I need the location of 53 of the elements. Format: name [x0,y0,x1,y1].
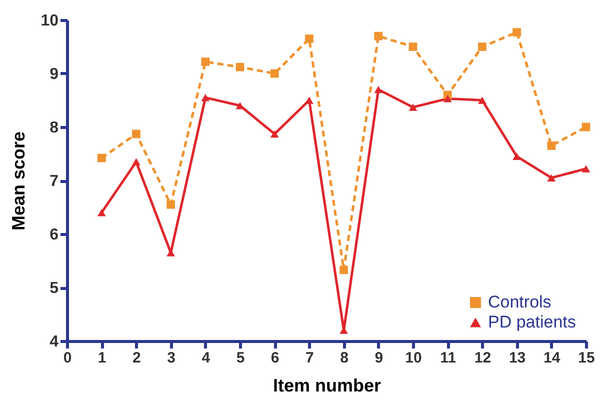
point [512,152,521,160]
x-tick-label: 14 [544,350,561,366]
point [201,58,210,66]
point [340,266,348,274]
point [166,200,175,209]
point [547,174,556,182]
point [478,42,486,51]
y-tick-label: 5 [50,280,59,297]
point [236,62,244,72]
point [270,69,279,78]
x-tick-label: 10 [405,350,422,366]
point [547,142,556,150]
y-tick-label: 7 [50,173,59,190]
point [512,28,521,36]
point [582,122,590,132]
x-tick-label: 13 [508,350,526,366]
point [408,42,418,51]
point [374,86,383,94]
x-tick-label: 8 [340,350,348,366]
y-tick-label: 10 [40,12,59,30]
point [305,96,314,104]
y-tick-label: 8 [50,120,59,136]
legend-label: Controls [488,292,552,312]
point [97,208,106,216]
x-tick-label: 11 [440,350,456,366]
x-tick-label: 2 [132,350,141,366]
point [478,96,486,104]
point [582,165,590,172]
x-tick-label: 5 [236,350,245,366]
point [374,32,383,40]
x-tick-label: 12 [474,350,492,366]
y-tick-label: 6 [50,226,59,244]
x-tick-label: 6 [270,350,280,366]
point [132,158,140,166]
legend-label: PD patients [488,312,576,332]
point [305,34,314,43]
y-tick-label: 9 [50,66,59,83]
x-tick-label: 1 [98,350,106,366]
y-tick-label: 4 [50,334,59,350]
point [132,130,140,138]
x-axis-title: Item number [272,376,382,396]
point [97,154,106,162]
x-tick-label: 15 [578,350,595,366]
point [408,104,418,111]
point [270,130,279,138]
y-axis-title: Mean score [8,131,29,231]
point [201,94,210,102]
x-tick-label: 9 [374,350,384,366]
x-tick-label: 0 [63,350,72,366]
x-tick-label: 7 [306,350,314,366]
x-tick-label: 4 [202,350,211,366]
point [443,95,452,102]
x-tick-label: 3 [167,350,176,366]
